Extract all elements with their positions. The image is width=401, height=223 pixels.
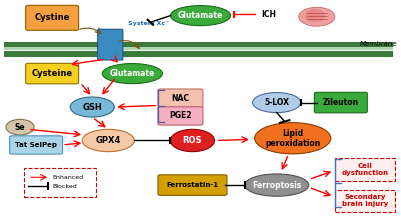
FancyBboxPatch shape (98, 29, 123, 60)
Ellipse shape (70, 97, 114, 117)
Bar (4, 51, 393, 57)
Text: Zileuton: Zileuton (323, 98, 359, 107)
FancyBboxPatch shape (158, 107, 203, 125)
Text: Blocked: Blocked (52, 184, 77, 189)
Text: GSH: GSH (82, 103, 102, 112)
Text: Membrane: Membrane (359, 41, 397, 47)
FancyBboxPatch shape (26, 63, 79, 84)
Text: PGE2: PGE2 (169, 112, 192, 120)
Ellipse shape (170, 129, 215, 152)
FancyBboxPatch shape (314, 92, 367, 113)
Text: Cysteine: Cysteine (32, 69, 73, 78)
Text: System Xc⁻: System Xc⁻ (128, 21, 169, 26)
Ellipse shape (102, 64, 162, 84)
Ellipse shape (253, 93, 301, 113)
Text: GPX4: GPX4 (95, 136, 121, 145)
Text: Lipid
peroxidation: Lipid peroxidation (265, 129, 320, 148)
Text: Se: Se (15, 123, 25, 132)
FancyBboxPatch shape (158, 175, 227, 195)
Text: Cell
dysfunction: Cell dysfunction (341, 163, 389, 176)
Ellipse shape (299, 7, 335, 26)
Ellipse shape (245, 174, 309, 196)
Text: Tat SelPep: Tat SelPep (15, 142, 57, 148)
Text: ICH: ICH (261, 10, 276, 19)
Text: Glutamate: Glutamate (178, 11, 223, 20)
Ellipse shape (6, 119, 34, 135)
Text: Secondary
brain injury: Secondary brain injury (342, 194, 388, 207)
Bar (335, 190, 395, 212)
Text: Cystine: Cystine (34, 13, 70, 22)
Bar (335, 158, 395, 181)
Text: 5-LOX: 5-LOX (264, 98, 289, 107)
Text: Enhanced: Enhanced (52, 175, 83, 180)
Ellipse shape (305, 9, 325, 22)
Text: NAC: NAC (172, 94, 189, 103)
Ellipse shape (170, 6, 231, 26)
Ellipse shape (255, 123, 331, 154)
Text: Glutamate: Glutamate (110, 69, 155, 78)
Bar (4, 41, 393, 47)
FancyBboxPatch shape (26, 5, 79, 30)
Text: Ferroptosis: Ferroptosis (252, 181, 301, 190)
FancyBboxPatch shape (158, 89, 203, 107)
Bar (24, 168, 96, 197)
Bar (4, 47, 393, 50)
Ellipse shape (82, 129, 134, 152)
FancyBboxPatch shape (10, 136, 63, 154)
Text: ROS: ROS (183, 136, 202, 145)
Text: Ferrostatin-1: Ferrostatin-1 (166, 182, 219, 188)
